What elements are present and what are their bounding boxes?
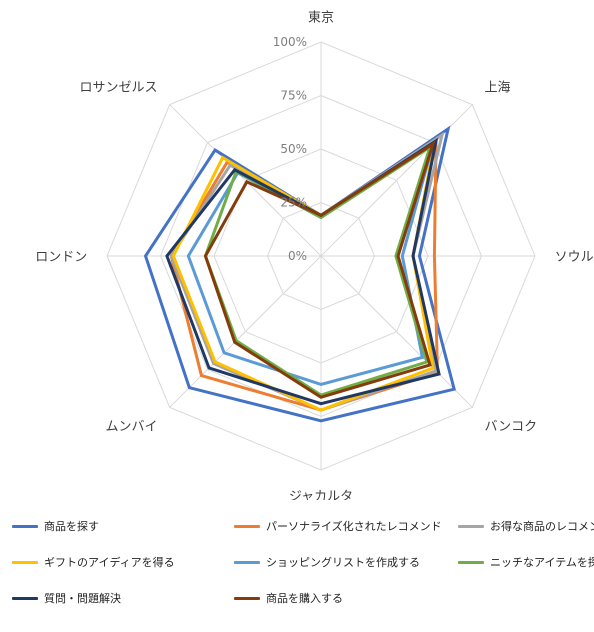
legend-swatch (458, 560, 484, 564)
r-tick-label: 75% (280, 89, 307, 103)
legend-item: パーソナライズ化されたレコメンド (234, 518, 442, 534)
r-tick-label: 50% (280, 142, 307, 156)
series-line-5 (203, 143, 433, 397)
legend-item: ショッピングリストを作成する (234, 554, 420, 570)
legend-swatch (12, 596, 38, 600)
legend-label: 商品を購入する (266, 592, 343, 605)
legend-swatch (12, 560, 38, 564)
grid-spoke (169, 104, 322, 257)
category-label: 東京 (308, 9, 334, 25)
legend-label: お得な商品のレコメンド (490, 520, 594, 533)
grid-spoke (169, 255, 322, 408)
r-tick-label: 0% (288, 249, 307, 263)
legend-label: ニッチなアイテムを探す (490, 556, 594, 569)
legend-label: 商品を探す (44, 520, 99, 533)
legend-label: ギフトのアイディアを得る (44, 556, 175, 569)
category-label: ロンドン (35, 250, 87, 265)
category-label: 上海 (484, 81, 510, 96)
legend-swatch (234, 596, 260, 600)
r-tick-label: 25% (280, 196, 307, 210)
legend-swatch (458, 524, 484, 528)
legend-item: お得な商品のレコメンド (458, 518, 594, 534)
category-label: ソウル (555, 250, 594, 265)
category-label: バンコク (484, 419, 537, 434)
legend-label: ショッピングリストを作成する (266, 556, 420, 569)
legend-swatch (12, 524, 38, 528)
legend-item: 商品を購入する (234, 590, 343, 606)
category-label: ムンバイ (106, 419, 158, 434)
series-line-0 (143, 125, 457, 423)
legend-label: 質問・問題解決 (44, 592, 121, 605)
legend-swatch (234, 524, 260, 528)
grid-spoke (320, 255, 473, 408)
legend-item: ギフトのアイディアを得る (12, 554, 175, 570)
legend-item: ニッチなアイテムを探す (458, 554, 594, 570)
legend-item: 質問・問題解決 (12, 590, 121, 606)
series-line-6 (165, 137, 441, 406)
legend-swatch (234, 560, 260, 564)
category-label: ロサンゼルス (80, 81, 158, 96)
legend-item: 商品を探す (12, 518, 99, 534)
category-label: ジャカルタ (289, 490, 353, 500)
r-tick-label: 100% (273, 35, 307, 49)
legend-label: パーソナライズ化されたレコメンド (266, 520, 442, 533)
series-line-7 (203, 140, 436, 399)
